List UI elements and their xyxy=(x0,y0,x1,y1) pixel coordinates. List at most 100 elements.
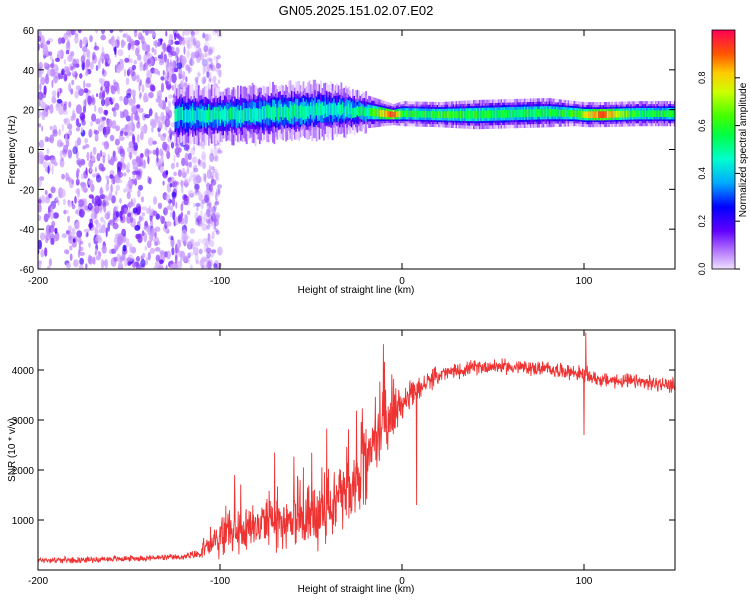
y-tick-label: 60 xyxy=(23,26,35,37)
band-cell xyxy=(510,109,513,118)
band-cell xyxy=(174,108,177,122)
noise-cell xyxy=(212,168,216,174)
band-cell xyxy=(311,106,314,119)
noise-cell xyxy=(207,260,212,269)
y-tick-label: -40 xyxy=(20,225,35,236)
noise-cell xyxy=(95,30,98,34)
band-cell xyxy=(232,106,235,120)
noise-cell xyxy=(45,238,49,244)
noise-cell xyxy=(135,47,139,57)
band-cell xyxy=(669,110,672,117)
band-cell xyxy=(240,106,242,120)
band-cell xyxy=(208,107,210,120)
noise-cell xyxy=(185,169,190,175)
noise-cell xyxy=(119,198,122,204)
noise-cell xyxy=(97,222,102,229)
band-cell xyxy=(369,108,372,117)
noise-cell xyxy=(98,92,103,100)
noise-cell xyxy=(174,254,178,264)
noise-cell xyxy=(187,43,193,49)
noise-cell xyxy=(199,260,203,267)
band-cell xyxy=(337,102,340,115)
band-cell xyxy=(467,110,469,119)
band-cell xyxy=(365,107,367,117)
noise-cell xyxy=(42,161,49,169)
snr-axes: -200 -100 0 100 1000 2000 3000 4000 xyxy=(12,330,675,587)
band-cell xyxy=(445,111,448,119)
noise-cell xyxy=(206,203,212,210)
noise-cell xyxy=(137,134,140,143)
band-cell xyxy=(258,108,261,122)
band-cell xyxy=(336,105,338,117)
band-cell xyxy=(615,111,618,118)
noise-cell xyxy=(149,84,155,92)
noise-cell xyxy=(49,233,55,241)
band-cell xyxy=(521,109,523,118)
noise-cell xyxy=(199,220,204,227)
noise-cell xyxy=(136,121,141,129)
band-cell xyxy=(209,109,212,123)
band-cell xyxy=(260,109,263,123)
noise-cell xyxy=(54,227,58,234)
band-cell xyxy=(560,109,563,117)
noise-cell xyxy=(137,233,143,244)
noise-cell xyxy=(55,196,59,202)
noise-cell xyxy=(198,248,203,255)
noise-cell xyxy=(87,52,91,61)
noise-cell xyxy=(190,30,195,35)
band-cell xyxy=(462,111,465,119)
noise-cell xyxy=(143,159,146,169)
noise-cell xyxy=(115,190,118,196)
noise-cell xyxy=(112,222,119,230)
noise-cell xyxy=(102,68,105,75)
noise-cell xyxy=(127,121,134,131)
band-cell xyxy=(595,111,598,118)
noise-cell xyxy=(171,197,176,207)
band-cell xyxy=(184,109,187,123)
noise-cell xyxy=(151,231,155,238)
band-cell xyxy=(454,111,456,119)
band-cell xyxy=(528,109,531,117)
band-cell xyxy=(334,103,337,116)
band-cell xyxy=(263,106,266,120)
noise-cell xyxy=(133,39,140,46)
band-cell xyxy=(356,105,359,116)
noise-cell xyxy=(194,211,199,220)
noise-cell xyxy=(103,219,106,226)
noise-cell xyxy=(212,30,218,36)
noise-cell xyxy=(38,260,43,265)
noise-cell xyxy=(195,190,200,196)
noise-cell xyxy=(212,217,218,223)
noise-cell xyxy=(130,58,133,64)
noise-cell xyxy=(162,180,165,186)
band-cell xyxy=(212,109,215,122)
band-cell xyxy=(576,110,579,118)
noise-cell xyxy=(69,51,75,57)
noise-cell xyxy=(44,136,49,143)
noise-cell xyxy=(115,184,121,191)
noise-cell xyxy=(40,249,45,258)
noise-cell xyxy=(55,102,60,112)
band-cell xyxy=(471,110,474,119)
band-cell xyxy=(347,103,350,115)
band-cell xyxy=(475,110,478,119)
band-cell xyxy=(352,108,354,119)
noise-cell xyxy=(203,45,209,53)
noise-cell xyxy=(57,91,60,99)
band-cell xyxy=(628,110,631,118)
noise-cell xyxy=(166,150,171,160)
band-cell xyxy=(355,107,357,118)
noise-cell xyxy=(181,181,184,188)
noise-cell xyxy=(75,118,80,127)
noise-cell xyxy=(119,148,125,158)
band-cell xyxy=(596,111,599,118)
noise-cell xyxy=(154,226,161,232)
noise-cell xyxy=(65,41,71,52)
noise-cell xyxy=(148,205,151,213)
band-cell xyxy=(612,111,615,118)
noise-cell xyxy=(59,88,62,94)
noise-cell xyxy=(214,201,220,206)
noise-cell xyxy=(162,70,165,76)
noise-cell xyxy=(131,104,137,114)
noise-cell xyxy=(122,244,127,252)
